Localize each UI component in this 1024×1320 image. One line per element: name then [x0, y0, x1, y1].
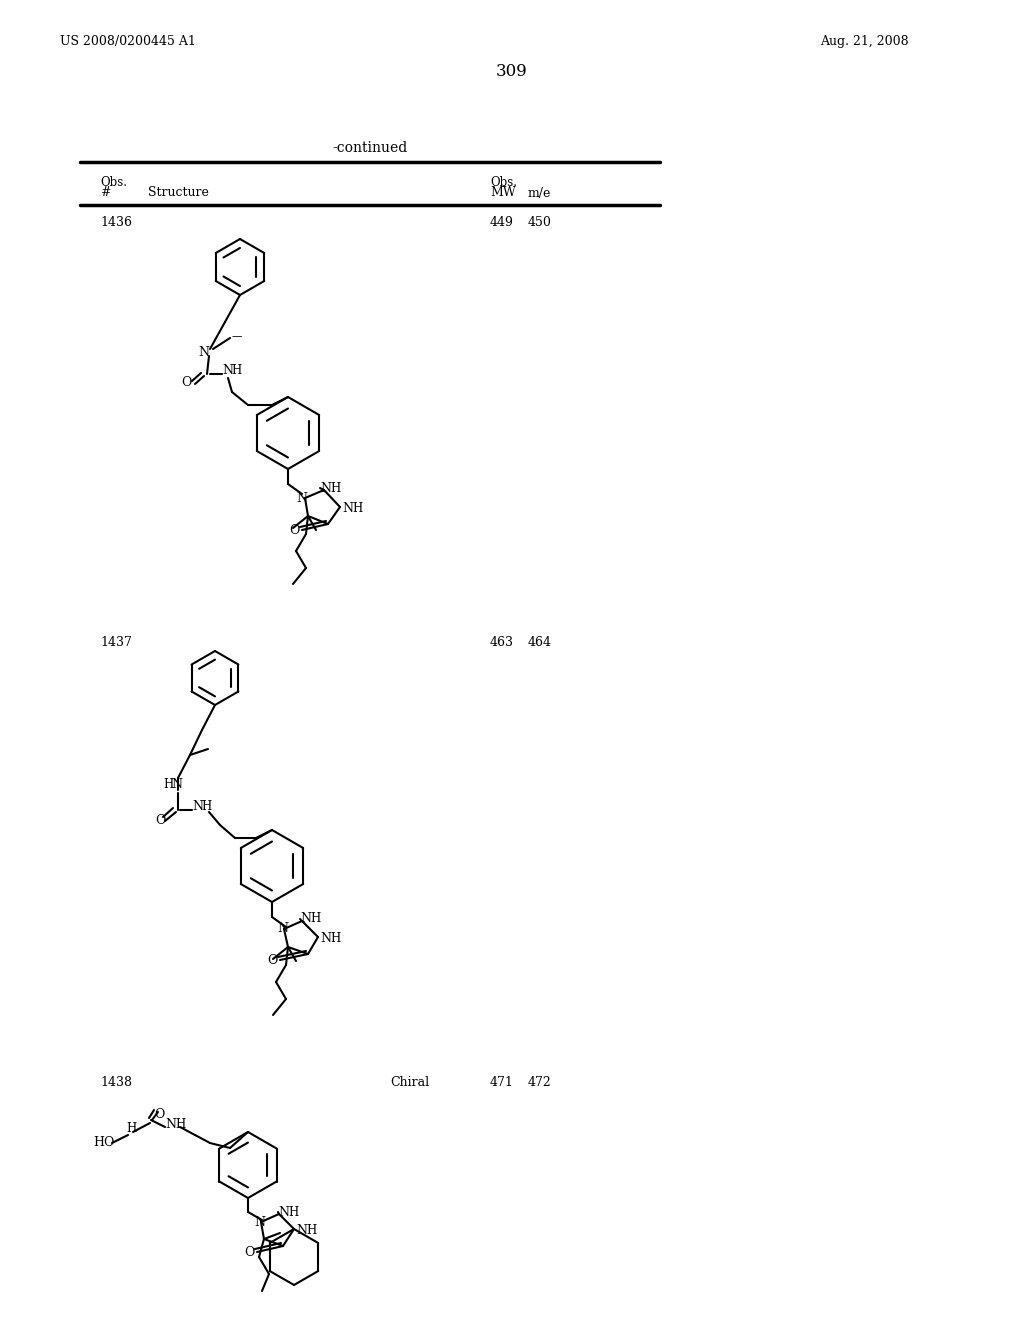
Text: N: N	[171, 777, 182, 791]
Text: N: N	[278, 1205, 289, 1218]
Text: —: —	[232, 331, 243, 341]
Text: HO: HO	[93, 1137, 115, 1150]
Text: O: O	[154, 1109, 165, 1122]
Text: N: N	[165, 1118, 176, 1130]
Text: N: N	[296, 1224, 307, 1237]
Text: H: H	[126, 1122, 136, 1135]
Text: 450: 450	[528, 215, 552, 228]
Text: Chiral: Chiral	[390, 1077, 429, 1089]
Text: H: H	[288, 1205, 298, 1218]
Text: #: #	[100, 186, 111, 199]
Text: 449: 449	[490, 215, 514, 228]
Text: O: O	[181, 375, 191, 388]
Text: -continued: -continued	[333, 141, 408, 154]
Text: US 2008/0200445 A1: US 2008/0200445 A1	[60, 36, 196, 49]
Text: H: H	[330, 482, 340, 495]
Text: H: H	[310, 912, 321, 925]
Text: O: O	[245, 1246, 255, 1258]
Text: Obs.: Obs.	[100, 177, 127, 190]
Text: 1438: 1438	[100, 1077, 132, 1089]
Text: N: N	[297, 491, 307, 504]
Text: MW: MW	[490, 186, 516, 199]
Text: H: H	[163, 777, 173, 791]
Text: O: O	[290, 524, 300, 536]
Text: N: N	[319, 932, 331, 945]
Text: N: N	[222, 364, 233, 378]
Text: H: H	[306, 1224, 316, 1237]
Text: N: N	[300, 912, 311, 925]
Text: Structure: Structure	[148, 186, 209, 199]
Text: 472: 472	[528, 1077, 552, 1089]
Text: 1437: 1437	[100, 636, 132, 649]
Text: N: N	[255, 1216, 265, 1229]
Text: N: N	[278, 923, 289, 936]
Text: Aug. 21, 2008: Aug. 21, 2008	[820, 36, 908, 49]
Text: 471: 471	[490, 1077, 514, 1089]
Text: N: N	[342, 502, 353, 515]
Text: N: N	[193, 800, 203, 813]
Text: H: H	[352, 502, 362, 515]
Text: N: N	[199, 346, 210, 359]
Text: m/e: m/e	[528, 186, 551, 199]
Text: 1436: 1436	[100, 215, 132, 228]
Text: 309: 309	[496, 63, 528, 81]
Text: N: N	[319, 482, 331, 495]
Text: O: O	[267, 953, 278, 966]
Text: H: H	[231, 364, 242, 378]
Text: H: H	[201, 800, 211, 813]
Text: Obs.: Obs.	[490, 177, 517, 190]
Text: H: H	[175, 1118, 185, 1130]
Text: H: H	[330, 932, 340, 945]
Text: O: O	[155, 813, 165, 826]
Text: 463: 463	[490, 636, 514, 649]
Text: 464: 464	[528, 636, 552, 649]
